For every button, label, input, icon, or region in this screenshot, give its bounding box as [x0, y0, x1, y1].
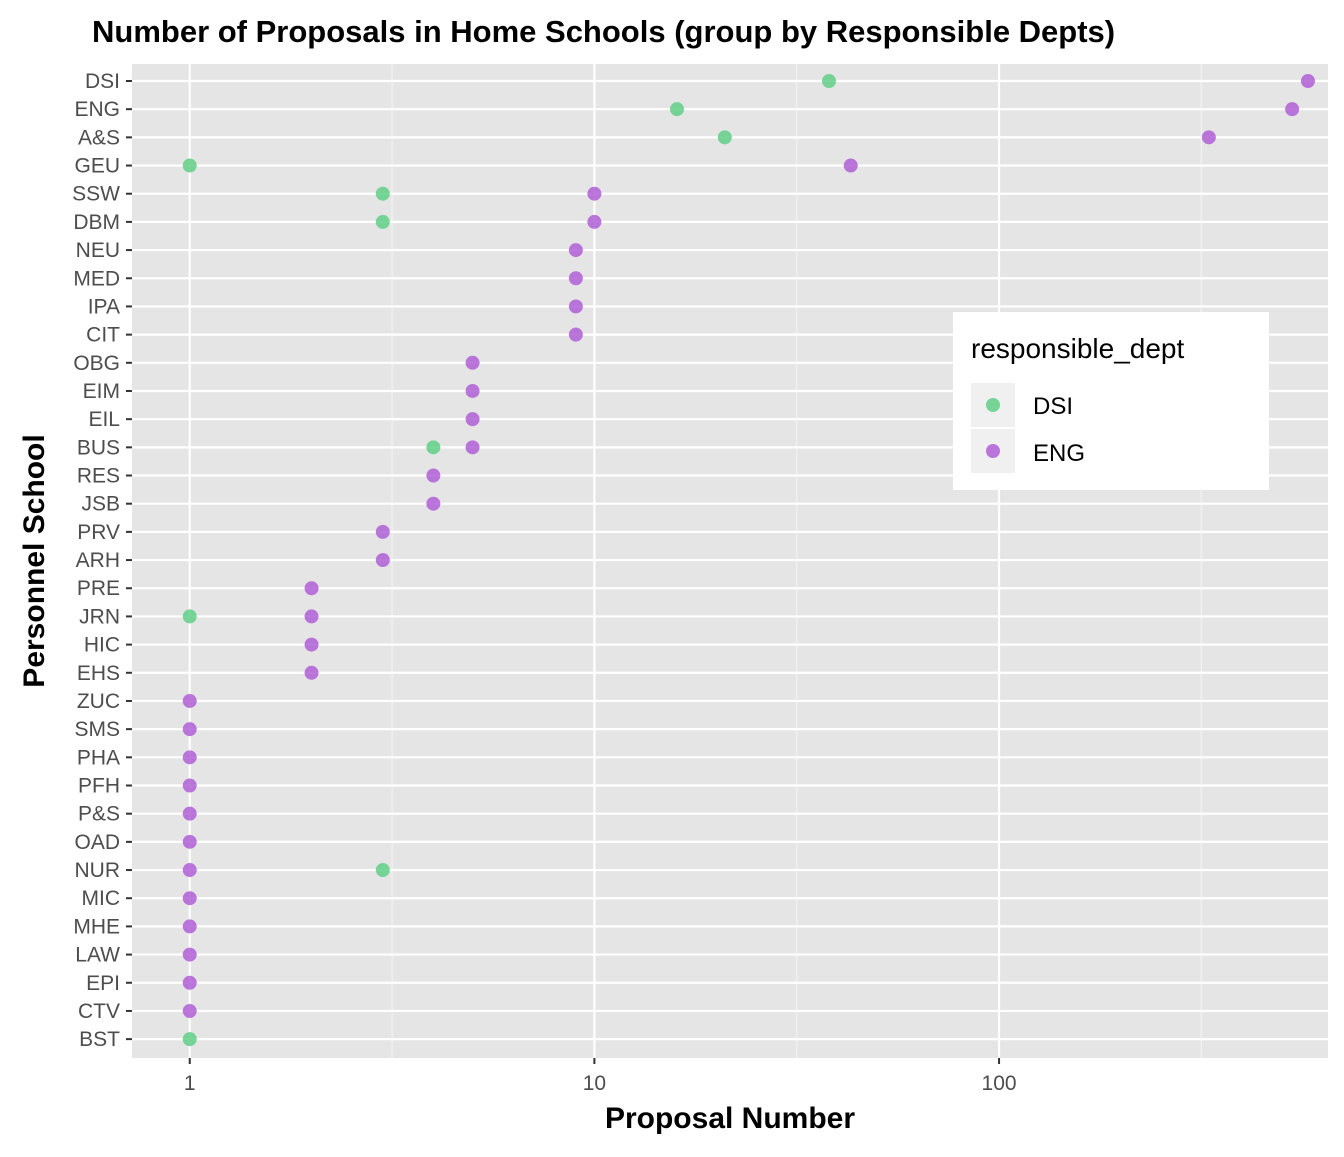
y-tick-label: ENG — [74, 98, 120, 121]
point-eng — [465, 383, 480, 398]
y-tick-label: OAD — [74, 831, 120, 854]
y-tick-label: EIM — [83, 380, 120, 403]
y-tick-label: PRE — [77, 577, 120, 600]
point-eng — [843, 158, 858, 173]
point-eng — [304, 665, 319, 680]
point-eng — [304, 609, 319, 624]
y-tick-label: LAW — [75, 944, 120, 967]
point-eng — [1285, 102, 1300, 117]
y-tick-label: SSW — [72, 183, 120, 206]
point-eng — [182, 693, 197, 708]
point-dsi — [375, 214, 390, 229]
point-eng — [182, 722, 197, 737]
y-tick-label: DBM — [73, 211, 120, 234]
point-dsi — [182, 1032, 197, 1047]
point-eng — [182, 891, 197, 906]
legend: responsible_dept DSI ENG — [953, 312, 1269, 490]
point-dsi — [182, 158, 197, 173]
y-tick-label: PRV — [77, 521, 120, 544]
point-eng — [182, 919, 197, 934]
y-tick-label: HIC — [84, 634, 120, 657]
point-dsi — [822, 74, 837, 88]
y-tick-label: EIL — [88, 408, 120, 431]
y-tick-label: PHA — [77, 746, 120, 769]
point-eng — [568, 243, 583, 258]
y-tick-label: DSI — [85, 70, 120, 93]
y-axis: DSI ENG A&S GEU SSW DBM NEU MED IPA CIT OBG EIM EIL B… — [72, 70, 132, 1051]
point-eng — [304, 637, 319, 652]
legend-label-eng: ENG — [1033, 440, 1085, 467]
y-tick-label: P&S — [78, 803, 120, 826]
y-tick-label: A&S — [78, 126, 120, 149]
point-eng — [465, 440, 480, 455]
point-eng — [182, 834, 197, 849]
y-tick-label: MHE — [73, 915, 120, 938]
point-eng — [568, 271, 583, 286]
y-tick-label: MIC — [82, 887, 121, 910]
y-tick-label: SMS — [74, 718, 120, 741]
y-tick-label: PFH — [78, 775, 120, 798]
x-axis-title: Proposal Number — [605, 1102, 855, 1135]
y-axis-title: Personnel School — [18, 434, 51, 687]
point-dsi — [669, 102, 684, 117]
y-tick-label: CTV — [78, 1000, 120, 1023]
point-eng — [587, 214, 602, 229]
point-eng — [426, 496, 441, 511]
point-eng — [182, 947, 197, 962]
x-tick-label: 1 — [184, 1072, 196, 1095]
y-tick-label: IPA — [88, 295, 120, 318]
legend-title: responsible_dept — [971, 333, 1184, 364]
y-tick-label: EHS — [77, 662, 120, 685]
y-tick-label: RES — [77, 465, 120, 488]
point-eng — [587, 186, 602, 201]
y-tick-label: BUS — [77, 436, 120, 459]
y-tick-label: JSB — [81, 493, 120, 516]
data-points — [182, 74, 1315, 1047]
point-eng — [182, 1003, 197, 1018]
legend-key-eng — [986, 444, 1000, 458]
y-tick-label: OBG — [73, 352, 120, 375]
y-tick-label: CIT — [86, 324, 120, 347]
y-tick-label: EPI — [86, 972, 120, 995]
point-dsi — [426, 440, 441, 455]
point-eng — [375, 524, 390, 539]
x-tick-label: 10 — [583, 1072, 606, 1095]
x-axis: 1 10 100 — [184, 1058, 1017, 1095]
y-tick-label: GEU — [74, 155, 120, 178]
point-eng — [182, 806, 197, 821]
y-tick-label: MED — [73, 267, 120, 290]
point-eng — [568, 299, 583, 314]
point-eng — [1300, 74, 1315, 88]
y-tick-label: ZUC — [77, 690, 120, 713]
point-eng — [182, 863, 197, 878]
chart-title: Number of Proposals in Home Schools (gro… — [92, 14, 1115, 49]
point-eng — [426, 468, 441, 483]
point-eng — [182, 975, 197, 990]
y-tick-label: BST — [79, 1028, 120, 1051]
point-eng — [568, 327, 583, 342]
point-eng — [304, 581, 319, 596]
point-eng — [182, 750, 197, 765]
point-dsi — [717, 130, 732, 145]
point-dsi — [375, 186, 390, 201]
point-eng — [465, 412, 480, 427]
point-dsi — [182, 609, 197, 624]
legend-label-dsi: DSI — [1033, 393, 1073, 420]
legend-key-dsi — [986, 398, 1000, 412]
x-tick-label: 100 — [982, 1072, 1017, 1095]
y-tick-label: JRN — [79, 605, 120, 628]
point-dsi — [375, 863, 390, 878]
point-eng — [182, 778, 197, 793]
point-eng — [375, 553, 390, 568]
point-eng — [1201, 130, 1216, 145]
point-eng — [465, 355, 480, 370]
y-tick-label: ARH — [76, 549, 120, 572]
y-tick-label: NEU — [76, 239, 120, 262]
y-tick-label: NUR — [75, 859, 121, 882]
